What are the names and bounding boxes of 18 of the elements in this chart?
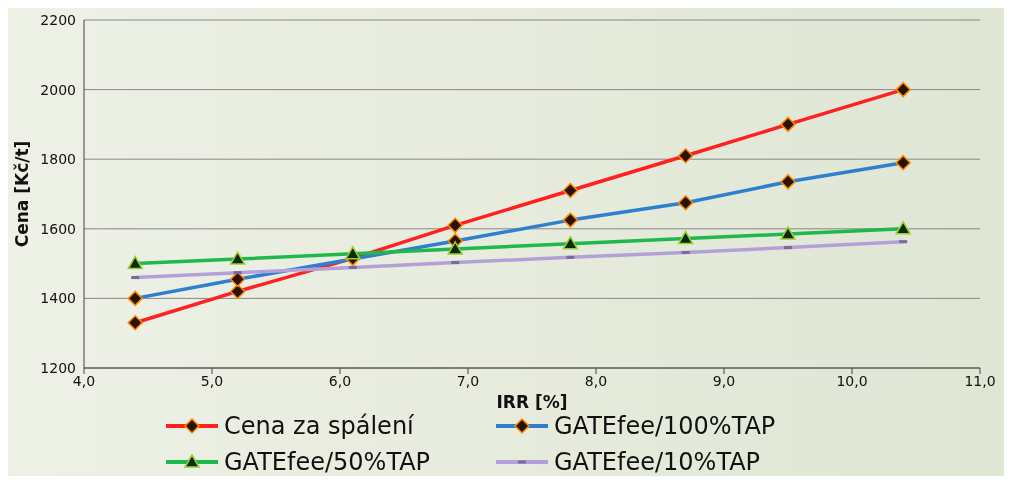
x-tick-label: 9,0 [712,372,736,389]
y-tick-label: 2200 [40,11,76,28]
y-tick-label: 1800 [40,151,76,168]
x-tick-label: 5,0 [200,372,224,389]
x-tick-label: 7,0 [456,372,480,389]
legend-label: GATEfee/10%TAP [554,448,761,476]
legend-label: GATEfee/100%TAP [554,412,776,440]
x-tick-label: 11,0 [964,372,996,389]
x-tick-label: 8,0 [584,372,608,389]
y-tick-label: 1600 [40,220,76,237]
legend-label: Cena za spálení [224,412,414,440]
legend-label: GATEfee/50%TAP [224,448,431,476]
y-tick-label: 2000 [40,81,76,98]
y-tick-label: 1400 [40,290,76,307]
x-axis-title: IRR [%] [496,392,568,412]
x-tick-label: 6,0 [328,372,352,389]
x-tick-label: 10,0 [836,372,868,389]
y-axis-title: Cena [Kč/t] [12,140,33,248]
